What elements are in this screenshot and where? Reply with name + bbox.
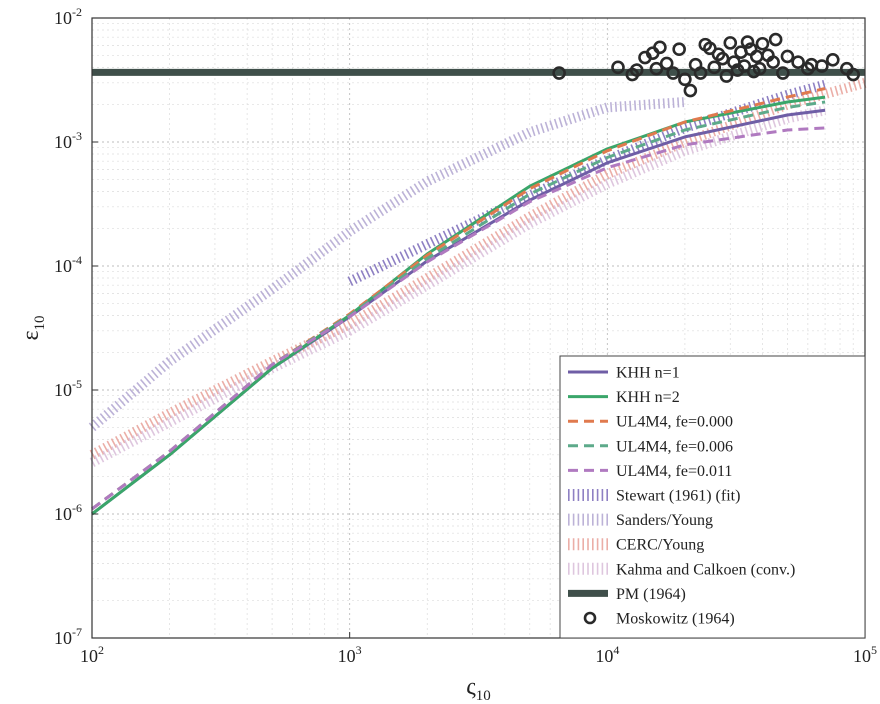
legend-item: UL4M4, fe=0.006 <box>568 438 733 455</box>
x-axis-label-sub: 10 <box>476 688 491 704</box>
data-point <box>649 61 664 76</box>
x-tick-label: 102 <box>80 643 104 666</box>
data-point <box>678 72 692 87</box>
legend-item: Kahma and Calkoen (conv.) <box>568 561 795 578</box>
data-point <box>629 63 644 77</box>
legend-item: PM (1964) <box>568 586 686 603</box>
data-point <box>672 42 686 57</box>
legend-item: Stewart (1961) (fit) <box>568 488 740 505</box>
data-point <box>683 83 698 98</box>
legend-item: CERC/Young <box>568 537 704 554</box>
data-point <box>776 66 790 80</box>
legend-label: Sanders/Young <box>616 512 713 529</box>
data-point <box>693 66 708 80</box>
x-tick-label: 105 <box>853 643 877 666</box>
legend-label: PM (1964) <box>616 586 686 603</box>
legend-label: KHH n=2 <box>616 389 680 406</box>
series-line-ul4m4-fe-0-011 <box>91 126 826 511</box>
series-line-cerc-young <box>89 77 867 460</box>
data-point <box>826 53 840 67</box>
plot-frame <box>91 17 866 639</box>
x-axis-label-base: ς <box>466 674 476 700</box>
y-tick-label: 10-5 <box>54 377 82 400</box>
y-tick-label: 10-4 <box>54 253 82 276</box>
data-point <box>815 59 829 73</box>
series-line-khh-n-2 <box>91 95 826 516</box>
data-point <box>659 56 674 71</box>
data-point <box>766 55 780 70</box>
x-tick-label: 103 <box>338 643 362 666</box>
y-tick-label: 10-3 <box>54 129 82 152</box>
y-tick-label: 10-7 <box>54 625 82 648</box>
data-point <box>552 66 566 80</box>
axis-ticks: 102 103 104 105 10-7 10-6 10-5 10-4 10-3 10-2 <box>54 5 877 666</box>
data-point <box>719 69 734 83</box>
data-point <box>768 32 783 47</box>
legend-item: KHH n=2 <box>568 389 680 406</box>
legend-item: UL4M4, fe=0.011 <box>568 463 732 480</box>
data-point <box>723 36 738 50</box>
data-point <box>653 40 667 55</box>
y-tick-label: 10-2 <box>54 5 82 28</box>
data-point <box>666 66 680 80</box>
data-point <box>707 60 722 75</box>
legend-label: Kahma and Calkoen (conv.) <box>616 561 795 578</box>
series-layer <box>88 32 867 516</box>
legend-item: KHH n=1 <box>568 365 680 382</box>
data-point <box>611 60 625 75</box>
series-line-kahma-and-calkoen-conv <box>89 105 827 467</box>
data-point <box>740 35 755 49</box>
data-point <box>755 36 770 51</box>
legend-label: CERC/Young <box>616 537 704 554</box>
y-tick-label: 10-6 <box>54 501 82 524</box>
series-line-sanders-young <box>88 97 686 432</box>
grid-lines <box>91 18 865 639</box>
data-point <box>846 67 861 82</box>
legend-swatch <box>583 611 597 625</box>
legend-item: Sanders/Young <box>568 512 713 529</box>
data-point <box>737 59 752 73</box>
data-point <box>715 51 730 66</box>
legend-item: Moskowitz (1964) <box>583 611 735 628</box>
legend-label: Stewart (1961) (fit) <box>616 488 740 505</box>
x-tick-label: 104 <box>595 643 619 666</box>
y-axis-label: ε10 <box>18 315 48 340</box>
data-point <box>752 61 767 76</box>
data-point <box>791 55 805 70</box>
legend-label: UL4M4, fe=0.000 <box>616 414 733 431</box>
legend-item: UL4M4, fe=0.000 <box>568 414 733 431</box>
series-line-stewart-1961-fit <box>347 79 827 287</box>
legend: KHH n=1 KHH n=2 UL4M4, fe=0.000 UL4M4, fe=0… <box>559 355 866 639</box>
legend-label: Moskowitz (1964) <box>616 611 735 628</box>
series-moskowitz-1964 <box>552 32 861 98</box>
legend-box <box>559 355 866 639</box>
legend-label: UL4M4, fe=0.011 <box>616 463 732 480</box>
data-point <box>780 49 795 64</box>
y-axis-label-sub: 10 <box>32 315 48 330</box>
legend-label: UL4M4, fe=0.006 <box>616 438 733 455</box>
y-axis-label-base: ε <box>18 330 44 340</box>
x-axis-label: ς10 <box>466 674 491 704</box>
legend-label: KHH n=1 <box>616 365 680 382</box>
